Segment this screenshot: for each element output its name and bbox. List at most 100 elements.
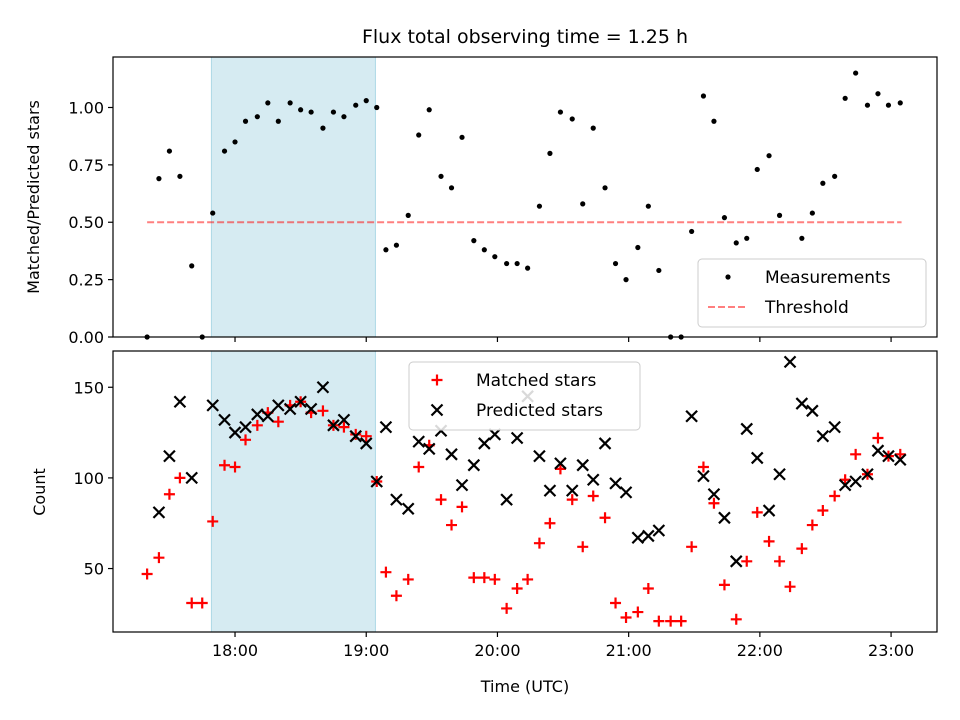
legend-predicted-marker [430,403,444,417]
predicted-star-point [422,442,436,456]
predicted-star-point [806,404,819,418]
matched-star-point [872,432,884,444]
predicted-star-point [773,467,786,481]
measurement-point [221,148,228,154]
top-legend-box [697,258,927,328]
measurement-point [210,210,216,216]
legend-measurements-marker [725,274,731,280]
predicted-star-point [707,487,721,501]
measurement-point [635,244,641,251]
measurement-point [689,228,695,235]
predicted-star-point [478,437,491,450]
matched-star-point [251,419,263,431]
measurement-point [438,173,444,179]
measurement-point [864,102,871,108]
predicted-star-point [631,531,645,545]
measurement-point [547,150,553,156]
predicted-star-point [445,448,458,461]
measurement-point [265,100,271,106]
predicted-star-point [304,402,318,416]
y-tick-label: 0.75 [68,156,104,175]
matched-star-point [697,461,709,473]
chart-title: Flux total observing time = 1.25 h [362,26,688,48]
predicted-star-point [740,422,754,436]
matched-star-point [718,579,730,591]
matched-star-point [360,430,372,442]
predicted-star-point [598,437,612,450]
predicted-star-point [283,402,297,416]
measurement-point [308,109,314,115]
predicted-star-point [152,506,166,519]
bottom-legend: Matched stars Predicted stars [408,361,641,431]
predicted-star-point [685,409,698,423]
predicted-star-point [272,399,285,412]
matched-star-point [708,497,720,509]
measurement-point [602,185,608,191]
measurement-point [393,242,400,248]
measurement-point [448,185,455,191]
matched-star-point [675,615,687,627]
matched-star-point [544,517,556,529]
matched-star-point [141,568,153,580]
measurement-point [320,125,326,131]
predicted-star-point [510,431,524,445]
matched-star-point [533,537,545,549]
matched-star-point [489,573,501,585]
matched-star-point [186,597,198,609]
matched-star-point [350,428,362,440]
measurement-point [298,107,304,113]
measurement-point [754,166,760,173]
predicted-star-point [349,429,363,443]
matched-star-point [817,505,829,517]
predicted-star-point [554,457,567,470]
measurement-point [820,180,826,186]
x-tick-label: 23:00 [868,641,914,660]
measurement-point [353,102,359,108]
top-legend: Measurements Threshold [697,258,927,328]
predicted-star-point [762,504,776,517]
measurement-point [459,134,465,140]
legend-matched-label: Matched stars [476,371,596,391]
measurement-point [897,100,903,106]
matched-star-point [686,541,698,553]
matched-star-point [751,506,763,518]
predicted-star-point [261,409,275,423]
predicted-star-point [642,529,655,543]
measurement-point [481,247,487,253]
predicted-star-point [370,475,384,488]
legend-measurements-label: Measurements [765,268,891,288]
predicted-star-point [849,475,862,488]
measurement-point [744,235,750,241]
legend-matched-marker [431,374,443,386]
predicted-star-point [783,355,797,369]
matched-star-point [163,488,175,500]
top-observing-window [210,56,376,338]
measurement-point [766,153,772,159]
matched-star-point [240,434,252,446]
measurement-point [275,118,281,124]
matched-star-point [390,590,402,602]
measurement-point [504,260,510,267]
predicted-star-point [729,555,743,568]
matched-star-point [446,519,458,531]
measurement-point [242,118,249,124]
predicted-star-point [239,420,252,434]
bottom-series-1 [152,355,907,568]
matched-star-point [229,461,241,473]
matched-star-point [839,474,851,486]
measurement-point [733,240,739,246]
matched-star-point [478,572,490,584]
matched-star-point [620,611,632,623]
matched-star-point [566,494,578,506]
x-tick-label: 21:00 [606,641,652,660]
measurement-point [842,95,848,101]
predicted-star-point [218,413,231,427]
measurement-point [287,100,293,106]
matched-star-point [522,573,534,585]
predicted-star-point [412,435,425,448]
predicted-star-point [359,437,373,450]
measurement-point [536,203,543,209]
measurement-point [580,201,586,207]
predicted-star-point [185,471,199,485]
legend-predicted-label: Predicted stars [476,401,603,421]
